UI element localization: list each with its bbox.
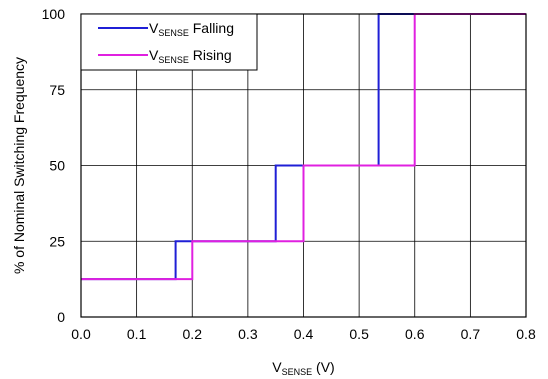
y-tick-labels: 0 25 50 75 100 — [42, 6, 66, 325]
y-axis-label: % of Nominal Switching Frequency — [11, 57, 27, 274]
plot-frame — [80, 13, 527, 318]
x-tick-labels: 0.0 0.1 0.2 0.3 0.4 0.5 0.6 0.7 0.8 — [71, 326, 536, 342]
x-tick-label: 0.1 — [127, 326, 147, 342]
legend-falling-sub: SENSE — [158, 28, 189, 38]
y-tick-label: 25 — [49, 233, 65, 249]
y-tick-label: 75 — [49, 82, 65, 98]
legend-falling-main: V — [149, 20, 159, 36]
y-tick-label: 50 — [49, 158, 65, 174]
x-tick-label: 0.0 — [71, 326, 91, 342]
legend-falling-rest: Falling — [189, 20, 234, 36]
legend: VSENSE Falling VSENSE Rising — [80, 13, 258, 71]
x-tick-label: 0.2 — [183, 326, 203, 342]
x-axis-label-sub: SENSE — [282, 367, 313, 377]
legend-rising-main: V — [149, 47, 159, 63]
series-line-rising — [81, 13, 526, 281]
legend-label-rising: VSENSE Rising — [149, 47, 232, 65]
series-line-falling — [81, 13, 526, 281]
x-tick-label: 0.4 — [294, 326, 314, 342]
x-tick-label: 0.8 — [516, 326, 536, 342]
legend-label-falling: VSENSE Falling — [149, 20, 234, 38]
legend-box — [80, 13, 258, 71]
legend-rising-rest: Rising — [189, 47, 232, 63]
x-tick-label: 0.6 — [405, 326, 425, 342]
legend-rising-sub: SENSE — [158, 55, 189, 65]
y-tick-label: 100 — [42, 6, 66, 22]
x-axis-label-unit: (V) — [312, 359, 335, 375]
y-tick-label: 0 — [57, 309, 65, 325]
series-group — [81, 13, 526, 281]
x-tick-label: 0.5 — [349, 326, 369, 342]
x-axis-label: VSENSE (V) — [272, 359, 334, 377]
x-axis-label-main: V — [272, 359, 282, 375]
x-tick-label: 0.7 — [461, 326, 481, 342]
x-tick-label: 0.3 — [238, 326, 258, 342]
